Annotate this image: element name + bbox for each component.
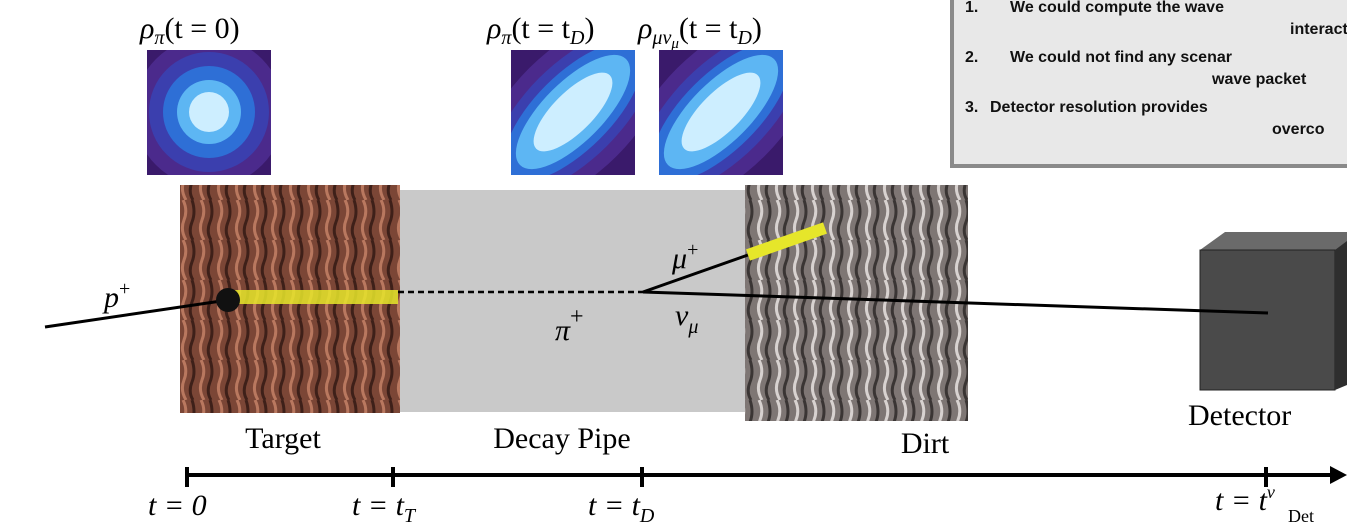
axis-arrow: [1330, 466, 1347, 484]
time-label: t = tT: [352, 489, 417, 525]
note-line: wave packet: [1211, 71, 1307, 88]
proton: [216, 288, 240, 312]
density-plot: [134, 37, 284, 187]
region-label: Detector: [1188, 399, 1291, 432]
density-label: ρμνμ(t = tD): [637, 12, 762, 52]
note-line: overco: [1272, 121, 1325, 138]
region-label: Target: [245, 422, 321, 455]
time-label: t = tνDet: [1215, 482, 1314, 525]
note-number: 3.: [965, 99, 978, 116]
note-line: We could not find any scenar: [1010, 49, 1232, 66]
note-number: 1.: [965, 0, 978, 16]
note-number: 2.: [965, 49, 978, 66]
note-line: interact: [1290, 21, 1347, 38]
density-label: ρπ(t = tD): [486, 12, 594, 49]
time-label: t = tD: [588, 489, 655, 525]
diagram: 1. We could compute the wave interact 2.…: [0, 0, 1347, 525]
density-label: ρπ(t = 0): [139, 12, 240, 49]
decay-pipe: [398, 190, 748, 412]
time-label: t = 0: [148, 489, 207, 522]
particle-label: p+: [102, 278, 130, 314]
note-line: Detector resolution provides: [990, 99, 1208, 116]
note-line: We could compute the wave: [1010, 0, 1224, 16]
target-shower: [228, 290, 398, 304]
region-label: Dirt: [901, 427, 950, 460]
region-label: Decay Pipe: [493, 422, 630, 455]
